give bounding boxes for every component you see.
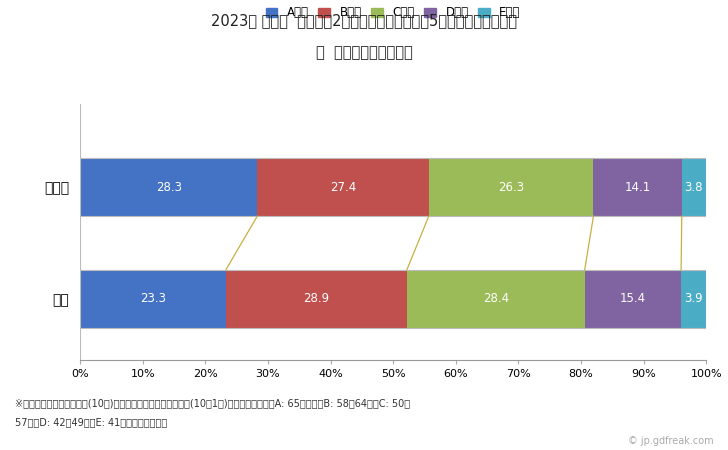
Text: 28.4: 28.4 — [483, 292, 509, 305]
Text: © jp.gdfreak.com: © jp.gdfreak.com — [628, 436, 713, 446]
Text: ※体力・運動能力総合評価(10歳)は新体力テストの項目別得点(10～1点)の合計によって、A: 65点以上、B: 58～64点、C: 50～: ※体力・運動能力総合評価(10歳)は新体力テストの項目別得点(10～1点)の合計… — [15, 398, 410, 408]
Bar — [257, 158, 429, 216]
Bar — [585, 270, 681, 328]
Bar — [429, 158, 593, 216]
Text: 14.1: 14.1 — [625, 180, 651, 194]
Bar — [681, 158, 705, 216]
Text: 15.4: 15.4 — [620, 292, 646, 305]
Text: 2023年 宮崎県  女子中学2年生の体力運動能力の5段階評価による分布: 2023年 宮崎県 女子中学2年生の体力運動能力の5段階評価による分布 — [211, 14, 517, 28]
Bar — [80, 270, 226, 328]
Text: 3.8: 3.8 — [684, 180, 703, 194]
Text: 57点、D: 42～49点、E: 41点以下としている: 57点、D: 42～49点、E: 41点以下としている — [15, 418, 167, 428]
Text: 27.4: 27.4 — [330, 180, 356, 194]
Text: 28.9: 28.9 — [304, 292, 330, 305]
Bar — [407, 270, 585, 328]
Bar — [593, 158, 681, 216]
Text: 26.3: 26.3 — [498, 180, 524, 194]
Text: 28.3: 28.3 — [156, 180, 182, 194]
Bar — [681, 270, 705, 328]
Text: 3.9: 3.9 — [684, 292, 703, 305]
Bar — [226, 270, 407, 328]
Text: 23.3: 23.3 — [140, 292, 166, 305]
Text: ～  全国平均との比較～: ～ 全国平均との比較～ — [316, 45, 412, 60]
Legend: A段階, B段階, C段階, D段階, E段階: A段階, B段階, C段階, D段階, E段階 — [261, 2, 526, 24]
Bar — [80, 158, 257, 216]
